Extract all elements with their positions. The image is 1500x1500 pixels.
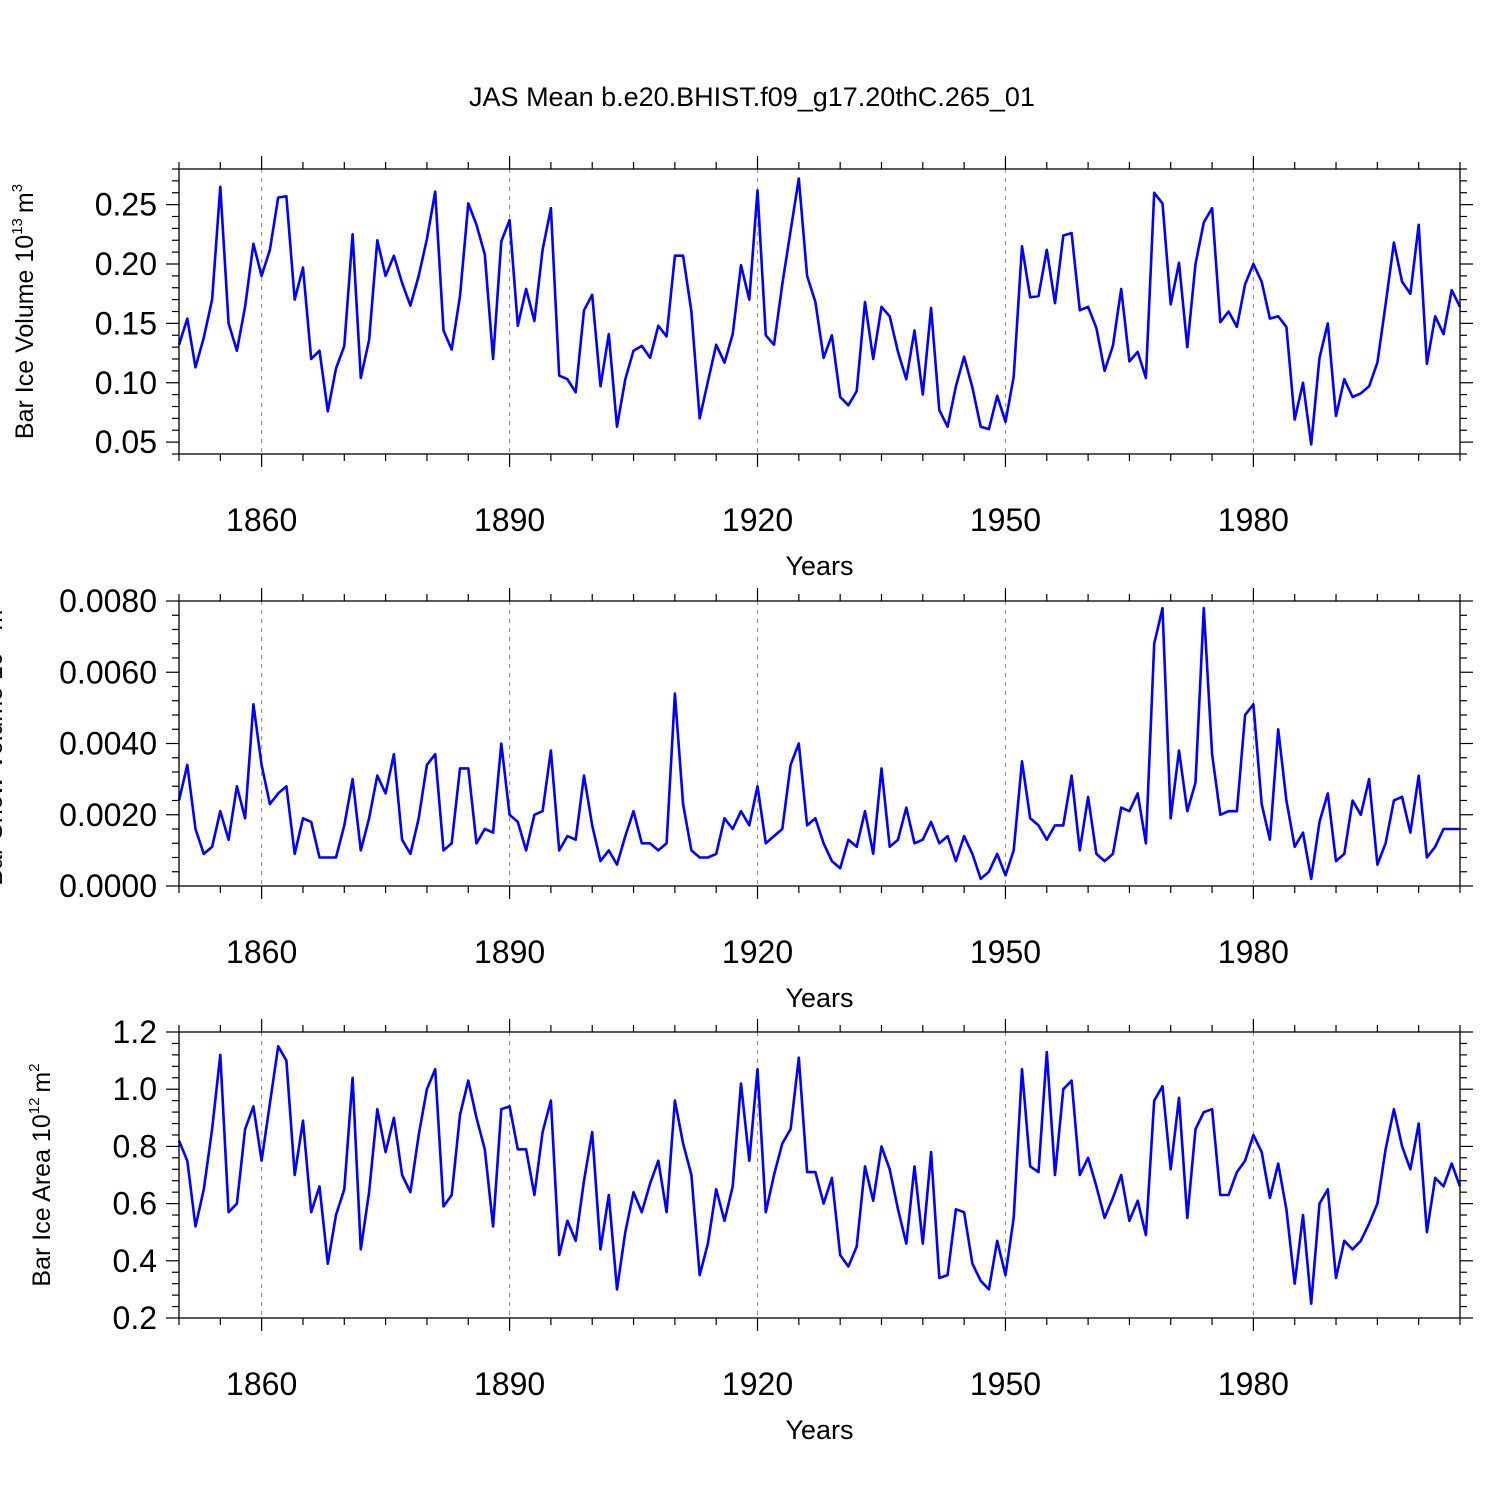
y-axis-title-part: m: [11, 192, 39, 213]
x-axis-title: Years: [785, 551, 853, 581]
y-tick-label: 0.8: [113, 1128, 157, 1164]
panel-1: 0.05 0.10 0.15 0.20 0.25 1860 1890 1920 1950 1980…: [9, 156, 1473, 581]
y-axis-title: Bar Ice Area 1012 m2: [26, 1063, 56, 1286]
plot-frame: [178, 600, 1461, 887]
x-tick-label: 1860: [226, 934, 297, 970]
panel-2: 0.0000 0.0020 0.0040 0.0060 0.0080 1860 1890 19…: [0, 583, 1473, 1013]
x-tick-label: 1980: [1218, 1366, 1289, 1402]
x-tick-label: 1980: [1218, 934, 1289, 970]
x-tick-label: 1890: [474, 934, 545, 970]
x-tick-label: 1950: [970, 1366, 1041, 1402]
y-axis-title-part: Bar Ice Volume 10: [11, 235, 39, 439]
y-axis-title-part: m: [28, 1072, 56, 1093]
y-axis-title: Bar Ice Volume 1013 m3: [9, 184, 39, 439]
y-tick-label: 0.10: [95, 365, 157, 401]
figure-title: JAS Mean b.e20.BHIST.f09_g17.20thC.265_0…: [469, 82, 1035, 112]
panel-3: 0.2 0.4 0.6 0.8 1.0 1.2 1860 1890 1920 1950 1980 Ye…: [26, 1014, 1473, 1445]
y-tick-label: 0.05: [95, 424, 157, 460]
y-tick-label: 0.6: [113, 1186, 157, 1222]
x-tick-label: 1920: [722, 934, 793, 970]
y-axis-title-exponent: 13: [9, 218, 26, 235]
x-tick-label: 1950: [970, 502, 1041, 538]
plot-frame: [178, 168, 1461, 455]
y-tick-label: 0.25: [95, 187, 157, 223]
x-tick-label: 1920: [722, 502, 793, 538]
y-axis-title-part: m: [0, 610, 8, 631]
x-tick-label: 1860: [226, 502, 297, 538]
x-tick-label: 1980: [1218, 502, 1289, 538]
y-tick-label: 0.0080: [59, 583, 157, 619]
y-axis-title: Bar Snow Volume 1013m3: [0, 601, 8, 885]
y-tick-label: 0.0060: [59, 654, 157, 690]
y-tick-label: 0.2: [113, 1300, 157, 1336]
x-axis-title: Years: [785, 1415, 853, 1445]
panels: 0.05 0.10 0.15 0.20 0.25 1860 1890 1920 1950 1980…: [0, 156, 1473, 1445]
series-line-1: [177, 1045, 1462, 1305]
x-tick-label: 1860: [226, 1366, 297, 1402]
x-axis-title: Years: [785, 983, 853, 1013]
y-tick-label: 0.0020: [59, 797, 157, 833]
series-line-1: [177, 606, 1460, 881]
x-tick-label: 1920: [722, 1366, 793, 1402]
y-axis-title-part: Bar Snow Volume 10: [0, 652, 8, 885]
y-tick-label: 0.0040: [59, 726, 157, 762]
y-tick-label: 0.15: [95, 305, 157, 341]
y-axis-title-exponent: 12: [26, 1098, 43, 1115]
x-tick-label: 1890: [474, 1366, 545, 1402]
x-tick-label: 1950: [970, 934, 1041, 970]
y-tick-label: 0.0000: [59, 868, 157, 904]
y-axis-title-part: Bar Ice Area 10: [28, 1114, 56, 1286]
y-tick-label: 0.20: [95, 246, 157, 282]
y-tick-label: 1.0: [113, 1071, 157, 1107]
plot-frame: [178, 1031, 1461, 1319]
y-axis-title-exponent: 3: [9, 184, 26, 192]
y-tick-label: 1.2: [113, 1014, 157, 1050]
x-tick-label: 1890: [474, 502, 545, 538]
y-axis-title-exponent: 2: [26, 1063, 43, 1071]
series-line-1: [177, 177, 1462, 446]
y-tick-label: 0.4: [113, 1243, 157, 1279]
